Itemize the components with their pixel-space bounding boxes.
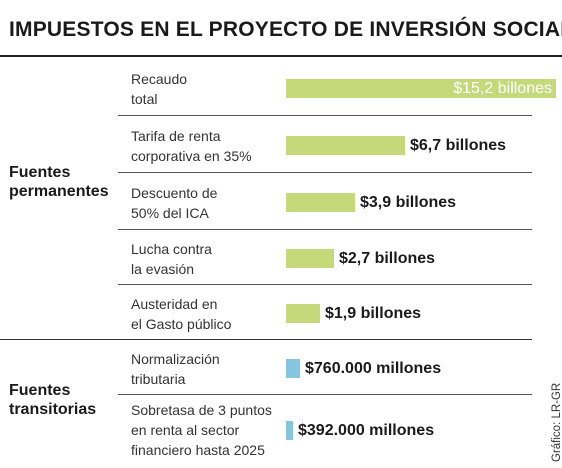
category-label: Lucha contra la evasión bbox=[131, 240, 212, 277]
bar bbox=[286, 359, 300, 378]
row-divider bbox=[118, 172, 532, 173]
category-label: Recaudo total bbox=[131, 70, 188, 107]
value-label: $3,9 billones bbox=[360, 194, 457, 211]
bar bbox=[286, 136, 405, 155]
credits: Gráfico: LR-GR Fuente: MinHacienda / Son… bbox=[551, 286, 562, 462]
bar bbox=[286, 304, 320, 323]
group-label-permanentes: Fuentes permanentes bbox=[9, 164, 109, 200]
bar bbox=[286, 249, 334, 268]
row-divider bbox=[118, 394, 532, 395]
credit-graphic: Gráfico: LR-GR bbox=[551, 382, 562, 462]
value-label: $1,9 billones bbox=[325, 305, 422, 322]
category-label: Sobretasa de 3 puntos en renta al sector f… bbox=[131, 402, 272, 458]
category-label: Normalización tributaria bbox=[131, 350, 220, 387]
row-divider bbox=[118, 284, 532, 285]
group-divider bbox=[0, 339, 532, 340]
bar bbox=[286, 421, 293, 440]
value-label: $392.000 millones bbox=[298, 422, 435, 439]
value-label: $6,7 billones bbox=[410, 137, 507, 154]
value-label: $760.000 millones bbox=[305, 360, 442, 377]
bar bbox=[286, 79, 556, 98]
category-label: Austeridad en el Gasto público bbox=[131, 295, 232, 332]
category-label: Descuento de 50% del ICA bbox=[131, 184, 218, 221]
row-divider bbox=[118, 115, 532, 116]
row-divider bbox=[118, 229, 532, 230]
chart-title: IMPUESTOS EN EL PROYECTO DE INVERSIÓN SO… bbox=[9, 18, 562, 41]
value-label: $15,2 billones bbox=[453, 80, 552, 97]
category-label: Tarifa de renta corporativa en 35% bbox=[131, 127, 252, 164]
bar bbox=[286, 193, 355, 212]
group-label-transitorias: Fuentes transitorias bbox=[9, 382, 97, 418]
title-rule bbox=[0, 55, 562, 57]
value-label: $2,7 billones bbox=[339, 250, 436, 267]
